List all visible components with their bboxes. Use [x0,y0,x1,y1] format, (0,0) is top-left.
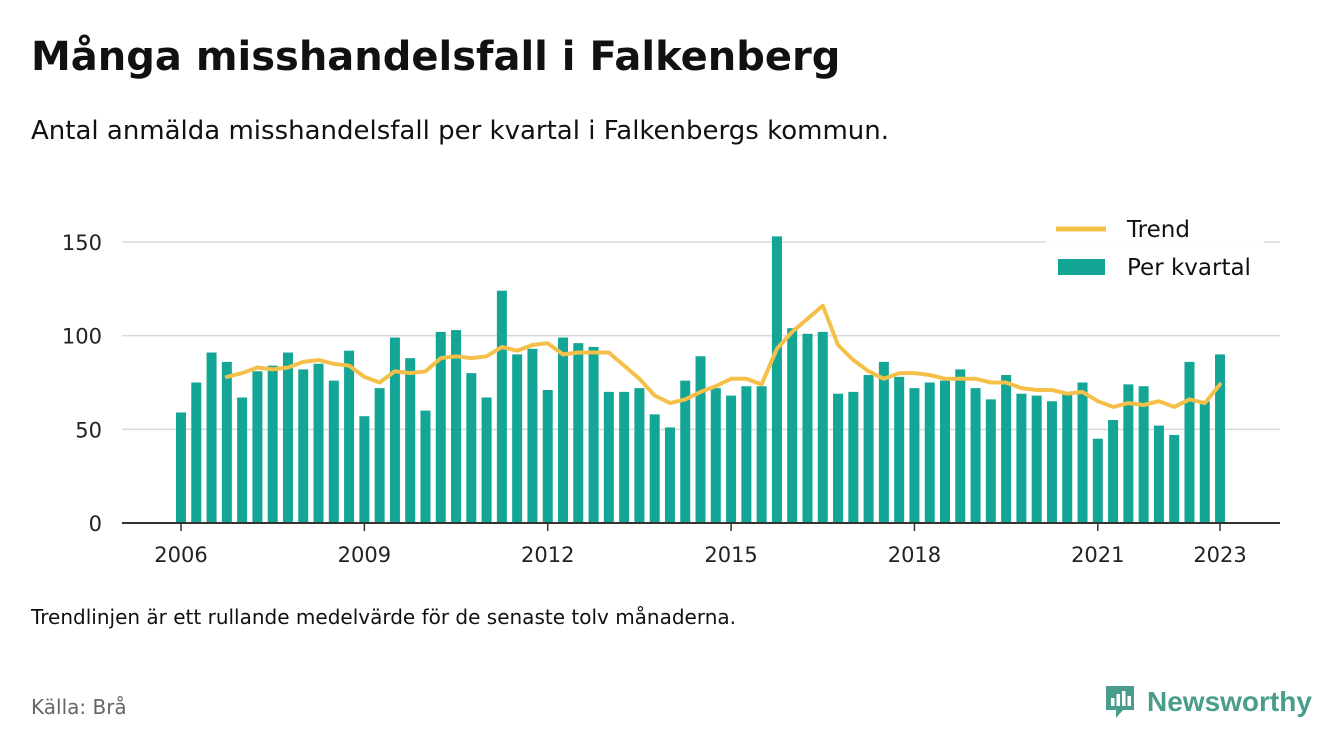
x-tick-label: 2018 [888,543,941,567]
bar [512,354,523,523]
bar [695,356,706,523]
bar [771,236,782,523]
bar [894,376,905,523]
bar [741,386,752,523]
bar [985,399,996,523]
y-tick-label: 50 [75,418,102,442]
bar [955,369,966,523]
bar [802,333,813,523]
bar [1108,419,1119,523]
bar [588,346,599,523]
bar [619,391,630,523]
bar [1031,395,1042,523]
x-tick-label: 2015 [704,543,757,567]
bar [1046,401,1057,523]
footnote: Trendlinjen är ett rullande medelvärde f… [31,605,737,629]
bar [1138,386,1149,523]
y-tick-label: 100 [62,325,102,349]
source-text: Källa: Brå [31,695,127,719]
bar [542,389,553,523]
newsworthy-logo[interactable]: Newsworthy [1103,683,1312,721]
bar [649,414,660,523]
x-axis: 2006 2009 2012 2015 2018 2021 2023 [122,522,1280,567]
bar [1077,382,1088,523]
trend-line-layer [224,303,1222,409]
bar [924,382,935,523]
bar [344,350,355,523]
bar [359,416,370,523]
bar [1153,425,1164,523]
bar [328,380,339,523]
bar [1169,434,1180,523]
x-tick-label: 2009 [338,543,391,567]
bar [405,358,416,523]
bar [1215,354,1226,523]
bar [603,391,614,523]
bar [374,388,385,523]
bar [664,427,675,523]
y-tick-label: 0 [89,512,102,536]
bar [1123,384,1134,523]
bar [420,410,431,523]
bar [680,380,691,523]
bar [451,330,462,523]
bar [1092,438,1103,523]
bar [634,388,645,523]
bar [909,388,920,523]
bar [313,363,324,523]
bar [1199,401,1210,523]
y-axis-ticks: 0 50 100 150 [62,231,102,536]
bar [206,352,217,523]
bar [1184,361,1195,523]
bar [176,412,186,523]
newsworthy-logo-icon [1106,686,1134,718]
bars [176,236,1226,523]
legend: Trend Per kvartal [1046,210,1264,288]
legend-trend-label: Trend [1126,217,1190,243]
bar [466,373,477,523]
chart-title: Många misshandelsfall i Falkenberg [31,34,841,80]
bar [267,365,278,523]
bar [970,388,981,523]
bar [496,290,507,523]
bar [1062,393,1073,523]
x-tick-label: 2012 [521,543,574,567]
bar [191,382,202,523]
bar [756,386,767,523]
bar [282,352,293,523]
bar [1016,393,1027,523]
bar [573,343,584,523]
bar [1001,375,1012,523]
chart-subtitle: Antal anmälda misshandelsfall per kvarta… [31,116,889,146]
brand-name: Newsworthy [1147,686,1312,717]
bar [252,371,263,523]
x-tick-label: 2006 [154,543,207,567]
bar [878,361,889,523]
bar [298,369,309,523]
bar [787,328,798,523]
legend-bar-swatch [1058,259,1105,275]
trend-line [224,303,1222,409]
x-tick-label: 2023 [1193,543,1246,567]
bar [940,380,950,523]
bar [237,397,248,523]
bar [817,331,828,523]
bar [833,393,844,523]
bar [863,375,874,523]
bar [435,331,446,523]
bar [221,361,232,523]
bar [726,395,737,523]
y-tick-label: 150 [62,231,102,255]
bar [527,348,538,523]
bar [848,391,859,523]
bar [710,388,721,523]
x-tick-label: 2021 [1071,543,1124,567]
bar [389,337,400,523]
bar [558,337,568,523]
bar-chart: 0 50 100 150 2006 2009 2012 2015 2018 2021 2023 T… [61,210,1280,567]
legend-bar-label: Per kvartal [1127,255,1251,281]
bar [481,397,492,523]
